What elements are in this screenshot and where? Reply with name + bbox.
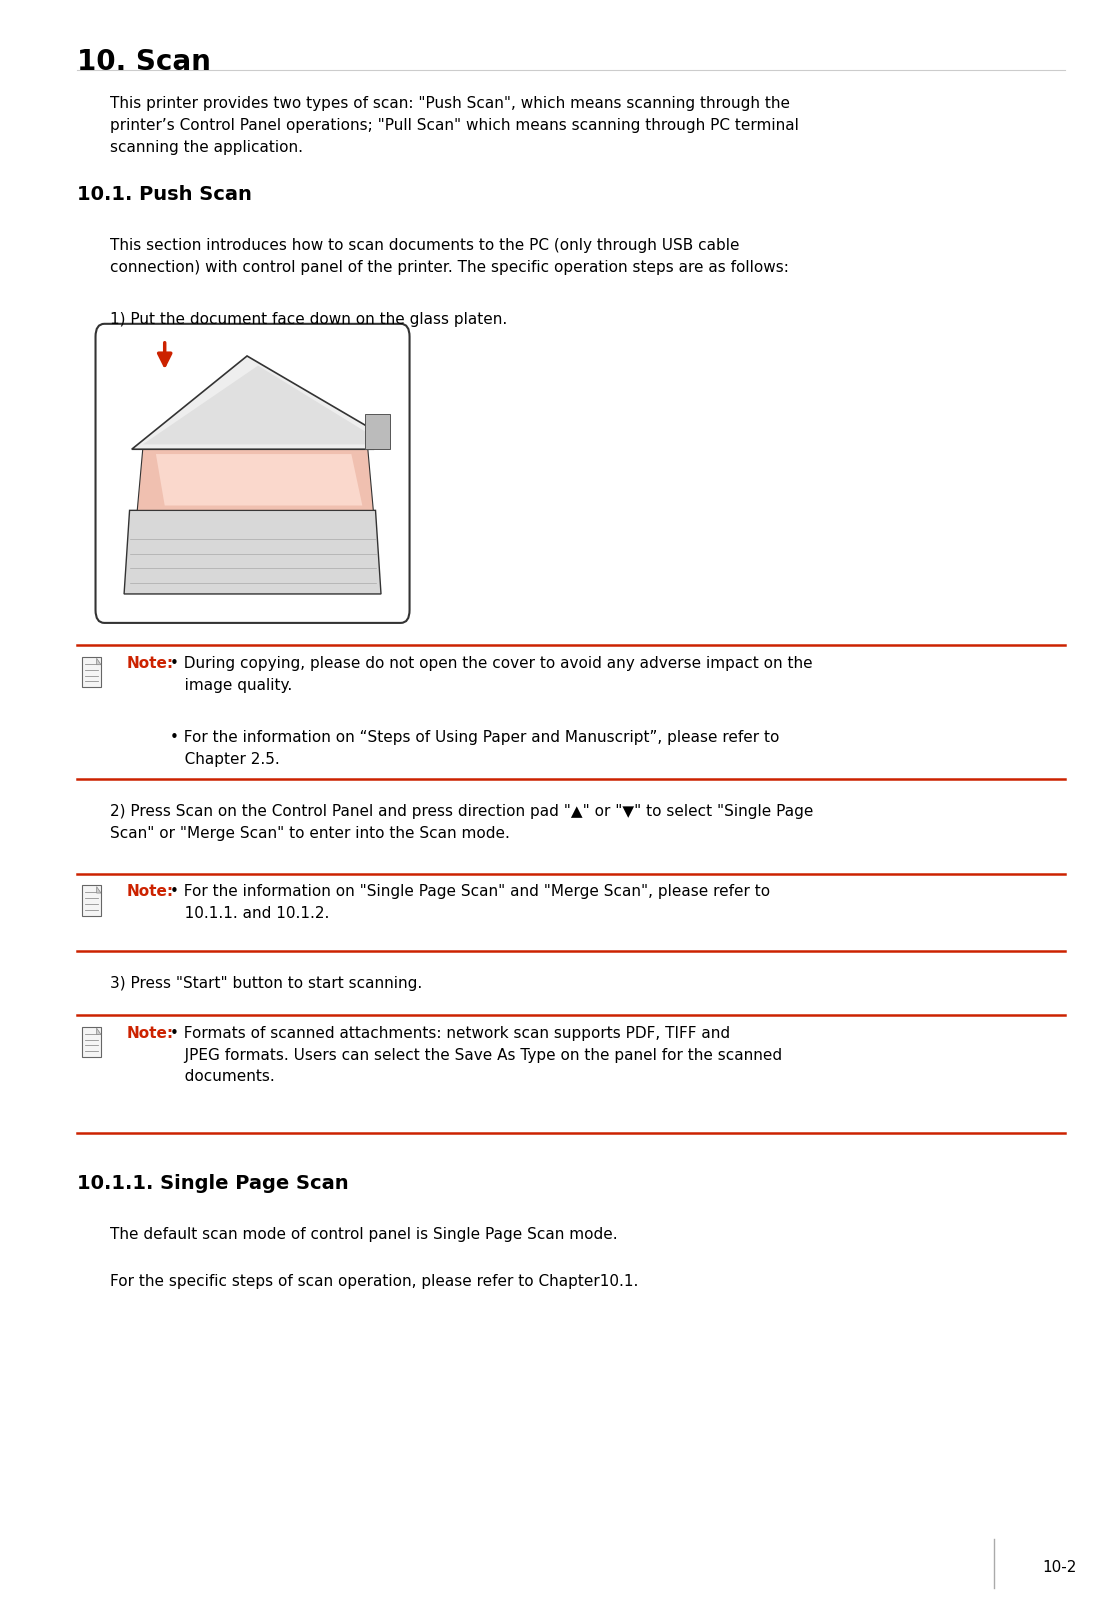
Polygon shape: [97, 1028, 101, 1035]
Polygon shape: [97, 887, 101, 893]
Polygon shape: [132, 357, 373, 450]
Text: 2) Press Scan on the Control Panel and press direction pad "▲" or "▼" to select : 2) Press Scan on the Control Panel and p…: [110, 804, 814, 840]
Polygon shape: [137, 450, 373, 511]
Text: 1) Put the document face down on the glass platen.: 1) Put the document face down on the gla…: [110, 312, 507, 326]
Text: Note:: Note:: [126, 656, 173, 670]
Text: This printer provides two types of scan: "Push Scan", which means scanning throu: This printer provides two types of scan:…: [110, 96, 798, 154]
Polygon shape: [365, 415, 390, 450]
FancyBboxPatch shape: [82, 885, 101, 916]
FancyBboxPatch shape: [82, 1027, 101, 1057]
Text: • For the information on "Single Page Scan" and "Merge Scan", please refer to
  : • For the information on "Single Page Sc…: [170, 884, 771, 921]
Text: • Formats of scanned attachments: network scan supports PDF, TIFF and
   JPEG fo: • Formats of scanned attachments: networ…: [170, 1025, 782, 1083]
Polygon shape: [156, 455, 362, 506]
Text: Note:: Note:: [126, 1025, 173, 1040]
Polygon shape: [124, 511, 381, 595]
Polygon shape: [97, 659, 101, 665]
Text: This section introduces how to scan documents to the PC (only through USB cable
: This section introduces how to scan docu…: [110, 238, 788, 275]
Text: • For the information on “Steps of Using Paper and Manuscript”, please refer to
: • For the information on “Steps of Using…: [170, 730, 780, 767]
Text: 10-2: 10-2: [1042, 1559, 1077, 1575]
Text: The default scan mode of control panel is Single Page Scan mode.: The default scan mode of control panel i…: [110, 1226, 617, 1241]
Text: 10.1. Push Scan: 10.1. Push Scan: [77, 185, 251, 204]
Text: Note:: Note:: [126, 884, 173, 898]
FancyBboxPatch shape: [96, 325, 410, 624]
Text: For the specific steps of scan operation, please refer to Chapter10.1.: For the specific steps of scan operation…: [110, 1273, 638, 1287]
Polygon shape: [143, 366, 368, 445]
Text: 10.1.1. Single Page Scan: 10.1.1. Single Page Scan: [77, 1173, 348, 1192]
FancyBboxPatch shape: [82, 657, 101, 688]
Text: 3) Press "Start" button to start scanning.: 3) Press "Start" button to start scannin…: [110, 975, 422, 990]
Text: 10. Scan: 10. Scan: [77, 48, 211, 76]
Text: • During copying, please do not open the cover to avoid any adverse impact on th: • During copying, please do not open the…: [170, 656, 813, 693]
